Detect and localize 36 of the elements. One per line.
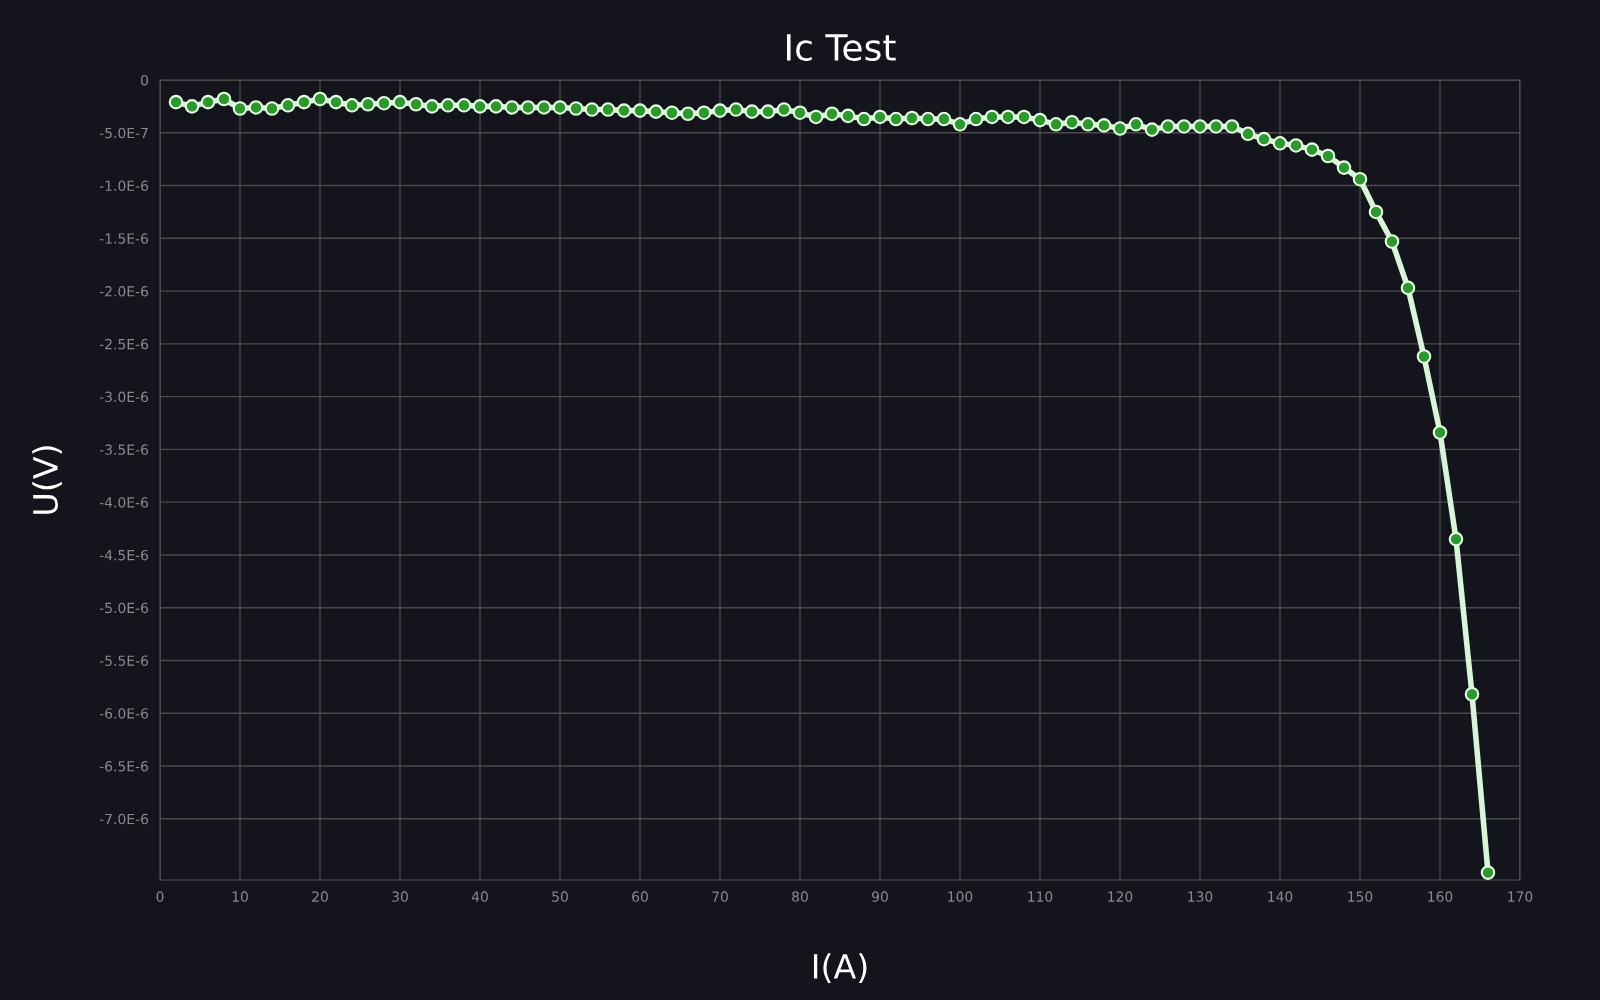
y-tick-label: -6.5E-6: [99, 760, 149, 772]
y-axis-title: U(V): [32, 446, 62, 514]
y-tick-label: -4.0E-6: [99, 497, 149, 508]
y-tick-label: -5.0E-7: [99, 127, 148, 139]
chart-title: Ic Test: [787, 34, 896, 62]
x-tick-label: 30: [392, 891, 408, 902]
x-tick-label: 100: [948, 891, 973, 902]
x-tick-label: 70: [712, 891, 728, 902]
x-axis-title: I(A): [813, 953, 867, 983]
x-tick-label: 60: [632, 891, 648, 902]
x-tick-label: 40: [471, 891, 488, 902]
x-tick-label: 110: [1028, 891, 1053, 902]
y-tick-label: -2.5E-6: [99, 338, 149, 350]
y-tick-label: -1.0E-6: [99, 180, 149, 192]
x-tick-label: 120: [1108, 891, 1133, 902]
y-tick-label: 0: [140, 74, 148, 86]
x-tick-label: 140: [1268, 891, 1293, 902]
x-tick-label: 10: [232, 891, 248, 902]
x-tick-label: 170: [1508, 891, 1533, 902]
x-tick-label: 50: [552, 891, 568, 902]
y-tick-label: -1.5E-6: [99, 233, 149, 244]
x-tick-label: 80: [792, 891, 808, 902]
x-tick-label: 150: [1348, 891, 1373, 902]
y-tick-label: -5.5E-6: [99, 655, 149, 666]
y-tick-label: -6.0E-6: [99, 708, 149, 719]
x-tick-label: 90: [872, 891, 888, 902]
y-tick-label: -4.5E-6: [99, 549, 149, 561]
y-tick-label: -3.5E-6: [99, 444, 149, 455]
y-tick-label: -5.0E-6: [99, 602, 149, 614]
x-tick-label: 20: [312, 891, 328, 902]
x-tick-label: 0: [156, 891, 164, 902]
x-tick-label: 160: [1428, 891, 1453, 902]
x-tick-label: 130: [1188, 891, 1213, 902]
y-tick-label: -2.0E-6: [99, 286, 149, 297]
y-tick-label: -3.0E-6: [99, 391, 149, 403]
y-tick-label: -7.0E-6: [99, 813, 149, 825]
